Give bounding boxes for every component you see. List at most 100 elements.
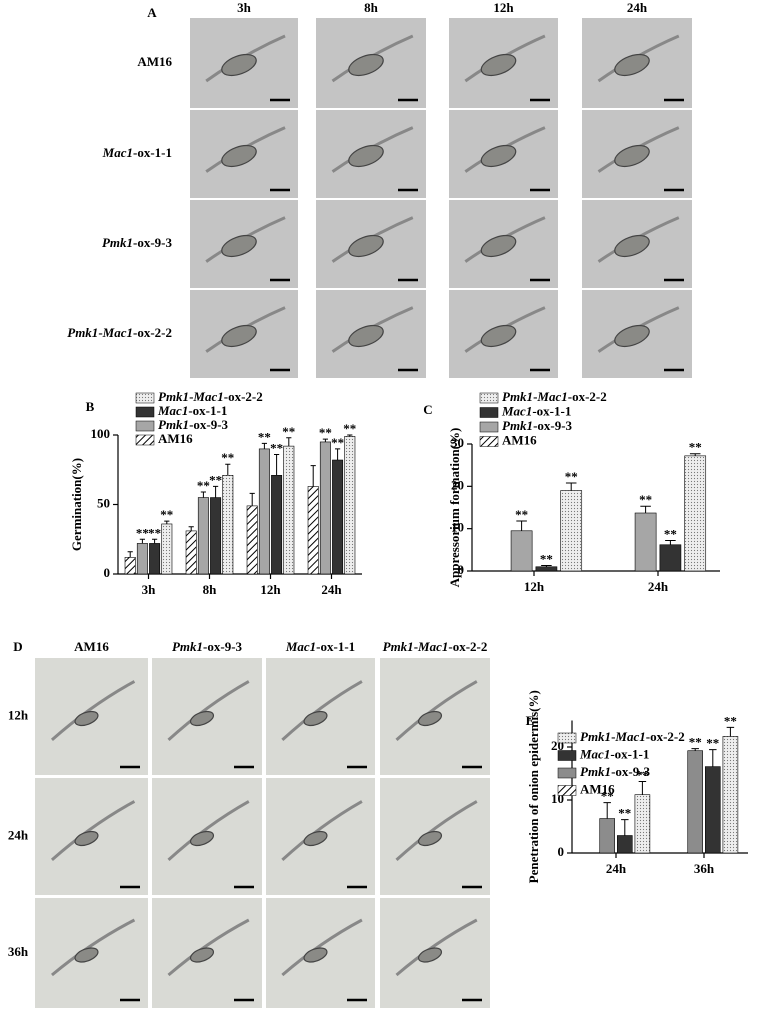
error-bar bbox=[249, 492, 255, 506]
legend-swatch bbox=[557, 767, 577, 779]
spore bbox=[348, 324, 384, 348]
legend-swatch bbox=[479, 392, 499, 404]
hypha bbox=[50, 918, 136, 977]
bar bbox=[210, 497, 222, 575]
spore bbox=[417, 710, 443, 727]
spore bbox=[417, 947, 443, 963]
significance: ** bbox=[689, 440, 702, 455]
significance: ** bbox=[258, 429, 271, 444]
legend-swatch bbox=[135, 420, 155, 432]
spore bbox=[189, 947, 215, 963]
legend-swatch bbox=[135, 434, 155, 446]
significance: ** bbox=[540, 551, 553, 566]
error-bar bbox=[127, 551, 133, 558]
error-bar bbox=[335, 448, 341, 461]
spore bbox=[303, 710, 328, 727]
bar bbox=[344, 436, 356, 575]
error-bar bbox=[621, 819, 629, 836]
error-bar bbox=[200, 491, 206, 498]
legend-swatch bbox=[479, 421, 499, 433]
y-tick-label: 20 bbox=[451, 477, 464, 492]
legend-swatch bbox=[479, 436, 499, 447]
error-bar bbox=[689, 453, 701, 456]
significance: ** bbox=[636, 767, 649, 782]
error-bar bbox=[213, 485, 219, 498]
panel-label: A bbox=[147, 5, 157, 20]
error-bar bbox=[286, 437, 292, 447]
bar bbox=[307, 486, 319, 575]
bar bbox=[332, 459, 344, 575]
legend-label: Pmk1-Mac1-ox-2-2 bbox=[580, 729, 685, 744]
row-label: 36h bbox=[8, 944, 29, 959]
hypha bbox=[395, 800, 478, 862]
spore bbox=[614, 144, 650, 168]
spore bbox=[221, 144, 257, 168]
y-axis-label: Appressorium formation(%) bbox=[447, 428, 462, 588]
column-label: 3h bbox=[237, 0, 252, 15]
hypha bbox=[281, 680, 363, 742]
significance: ** bbox=[282, 424, 295, 439]
legend-swatch bbox=[557, 732, 577, 744]
bar bbox=[246, 505, 258, 575]
significance: ** bbox=[209, 472, 222, 487]
y-tick-label: 30 bbox=[451, 435, 464, 450]
legend-label: Pmk1-Mac1-ox-2-2 bbox=[158, 389, 263, 404]
error-bar bbox=[691, 748, 699, 751]
error-bar bbox=[152, 538, 158, 544]
hypha bbox=[50, 680, 136, 742]
spore bbox=[480, 234, 517, 258]
y-tick-label: 0 bbox=[104, 565, 111, 580]
x-tick-label: 12h bbox=[260, 582, 281, 597]
hypha bbox=[281, 800, 363, 862]
bar bbox=[684, 455, 707, 572]
x-tick-label: 36h bbox=[694, 861, 715, 876]
legend-swatch bbox=[479, 407, 499, 418]
spore bbox=[189, 830, 215, 847]
panel-label: E bbox=[526, 713, 535, 728]
hypha bbox=[167, 918, 250, 977]
error-bar bbox=[225, 463, 231, 476]
bar bbox=[136, 543, 148, 575]
bar bbox=[149, 543, 161, 575]
error-bar bbox=[638, 780, 647, 795]
column-label: 12h bbox=[493, 0, 514, 15]
significance: ** bbox=[148, 525, 161, 540]
error-bar bbox=[139, 538, 145, 544]
column-label: Mac1-ox-1-1 bbox=[285, 639, 355, 654]
bar bbox=[283, 445, 295, 575]
hypha bbox=[281, 918, 363, 977]
spore bbox=[348, 144, 384, 168]
x-tick-label: 12h bbox=[524, 579, 545, 594]
hypha bbox=[395, 680, 478, 742]
bar bbox=[687, 750, 703, 854]
significance: ** bbox=[221, 450, 234, 465]
error-bar bbox=[347, 434, 353, 437]
error-bar bbox=[565, 482, 577, 491]
bar bbox=[634, 794, 651, 854]
row-label: 24h bbox=[8, 827, 29, 842]
spore bbox=[614, 234, 650, 258]
y-tick-label: 100 bbox=[91, 426, 111, 441]
spore bbox=[189, 710, 215, 727]
legend-label: AM16 bbox=[502, 432, 537, 447]
bar bbox=[271, 475, 283, 575]
bar bbox=[705, 766, 721, 854]
spore bbox=[74, 947, 99, 963]
significance: ** bbox=[618, 806, 631, 821]
spore bbox=[480, 324, 517, 348]
bar bbox=[197, 497, 209, 575]
column-label: 8h bbox=[364, 0, 379, 15]
x-tick-label: 3h bbox=[142, 582, 157, 597]
error-bar bbox=[322, 438, 328, 442]
row-label: Mac1-ox-1-1 bbox=[102, 145, 172, 160]
error-bar bbox=[709, 749, 717, 767]
bar bbox=[599, 818, 615, 854]
spore bbox=[348, 53, 384, 77]
legend-label: Mac1-ox-1-1 bbox=[501, 403, 571, 418]
spore bbox=[480, 144, 517, 168]
error-bar bbox=[541, 564, 552, 567]
bar bbox=[535, 566, 558, 572]
hypha bbox=[50, 800, 136, 862]
error-bar bbox=[164, 520, 170, 524]
legend-label: Pmk1-Mac1-ox-2-2 bbox=[502, 389, 607, 404]
